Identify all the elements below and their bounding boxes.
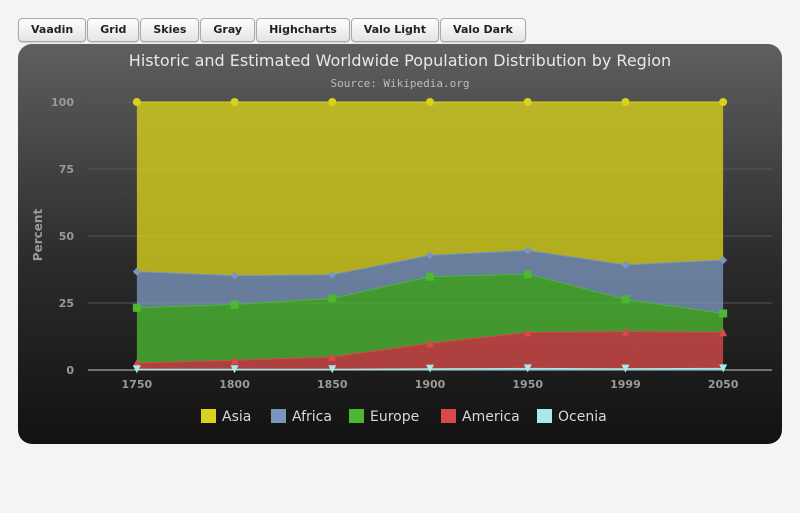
x-tick-label: 1800 <box>219 378 250 391</box>
marker-america[interactable] <box>328 352 337 361</box>
area-africa[interactable] <box>136 250 724 314</box>
marker-europe[interactable] <box>426 272 434 281</box>
x-tick-label: 1850 <box>317 378 348 391</box>
marker-europe[interactable] <box>523 270 532 279</box>
marker-ocenia[interactable] <box>132 365 141 374</box>
chart-title: Historic and Estimated Worldwide Populat… <box>129 51 671 70</box>
marker-america[interactable] <box>523 328 532 337</box>
marker-africa[interactable] <box>132 267 141 276</box>
marker-ocenia[interactable] <box>230 365 239 374</box>
marker-africa[interactable] <box>230 271 239 280</box>
area-series <box>136 101 724 370</box>
x-tick-label: 1750 <box>122 378 153 391</box>
marker-asia[interactable] <box>523 98 532 106</box>
legend-label: Europe <box>370 409 419 425</box>
marker-asia[interactable] <box>719 98 728 106</box>
theme-button-valo-dark[interactable]: Valo Dark <box>440 18 526 42</box>
legend-label: Ocenia <box>558 409 607 425</box>
y-axis: 0 25 50 75 100 <box>51 96 74 377</box>
marker-ocenia[interactable] <box>426 364 434 373</box>
y-tick-label: 100 <box>51 96 74 109</box>
x-tick-label: 2050 <box>708 378 739 391</box>
population-area-chart: Historic and Estimated Worldwide Populat… <box>31 51 772 425</box>
marker-ocenia[interactable] <box>328 365 337 374</box>
legend-item-ocenia[interactable]: Ocenia <box>537 409 607 425</box>
legend-swatch <box>537 409 552 423</box>
marker-america[interactable] <box>230 356 239 365</box>
legend-item-europe[interactable]: Europe <box>349 409 419 425</box>
marker-europe[interactable] <box>132 303 141 312</box>
legend-label: Asia <box>222 409 251 425</box>
theme-button-valo-light[interactable]: Valo Light <box>350 18 440 42</box>
legend-item-america[interactable]: America <box>441 409 520 425</box>
marker-asia[interactable] <box>230 98 239 106</box>
area-america[interactable] <box>136 331 724 370</box>
marker-ocenia[interactable] <box>621 364 630 373</box>
marker-america[interactable] <box>426 339 434 348</box>
marker-asia[interactable] <box>426 98 434 106</box>
marker-africa[interactable] <box>523 246 532 255</box>
marker-europe[interactable] <box>719 309 728 318</box>
x-axis: 1750 1800 1850 1900 1950 1999 2050 <box>122 378 739 391</box>
legend-swatch <box>349 409 364 423</box>
marker-america[interactable] <box>132 359 141 368</box>
marker-america[interactable] <box>621 327 630 336</box>
y-tick-label: 25 <box>59 297 74 310</box>
area-asia[interactable] <box>136 102 724 276</box>
marker-africa[interactable] <box>719 256 728 265</box>
theme-button-grid[interactable]: Grid <box>87 18 140 42</box>
theme-button-gray[interactable]: Gray <box>200 18 256 42</box>
area-europe[interactable] <box>136 274 724 363</box>
marker-europe[interactable] <box>328 294 337 303</box>
legend-swatch <box>201 409 216 423</box>
data-markers <box>132 98 728 374</box>
chart-container: Historic and Estimated Worldwide Populat… <box>18 44 782 444</box>
marker-africa[interactable] <box>328 270 337 279</box>
chart-subtitle: Source: Wikipedia.org <box>330 77 469 90</box>
marker-america[interactable] <box>719 328 728 337</box>
legend-label: America <box>462 409 520 425</box>
theme-button-vaadin[interactable]: Vaadin <box>18 18 87 42</box>
marker-europe[interactable] <box>621 295 630 304</box>
marker-asia[interactable] <box>328 98 337 106</box>
x-tick-label: 1950 <box>512 378 543 391</box>
legend-label: Africa <box>292 409 332 425</box>
legend-swatch <box>271 409 286 423</box>
legend: Asia Africa Europe America Ocenia <box>201 409 607 425</box>
marker-ocenia[interactable] <box>523 364 532 373</box>
y-axis-label: Percent <box>31 209 45 262</box>
theme-button-skies[interactable]: Skies <box>140 18 200 42</box>
y-tick-label: 50 <box>59 230 75 243</box>
y-tick-label: 0 <box>66 364 74 377</box>
legend-swatch <box>441 409 456 423</box>
marker-europe[interactable] <box>230 300 239 309</box>
theme-toolbar: Vaadin Grid Skies Gray Highcharts Valo Light V… <box>18 18 526 42</box>
legend-item-asia[interactable]: Asia <box>201 409 251 425</box>
marker-asia[interactable] <box>621 98 630 106</box>
y-tick-label: 75 <box>59 163 74 176</box>
theme-button-highcharts[interactable]: Highcharts <box>256 18 350 42</box>
marker-ocenia[interactable] <box>719 364 728 373</box>
x-tick-label: 1900 <box>415 378 446 391</box>
x-tick-label: 1999 <box>610 378 641 391</box>
legend-item-africa[interactable]: Africa <box>271 409 332 425</box>
marker-asia[interactable] <box>132 98 141 106</box>
marker-africa[interactable] <box>621 260 630 269</box>
marker-africa[interactable] <box>426 251 434 260</box>
